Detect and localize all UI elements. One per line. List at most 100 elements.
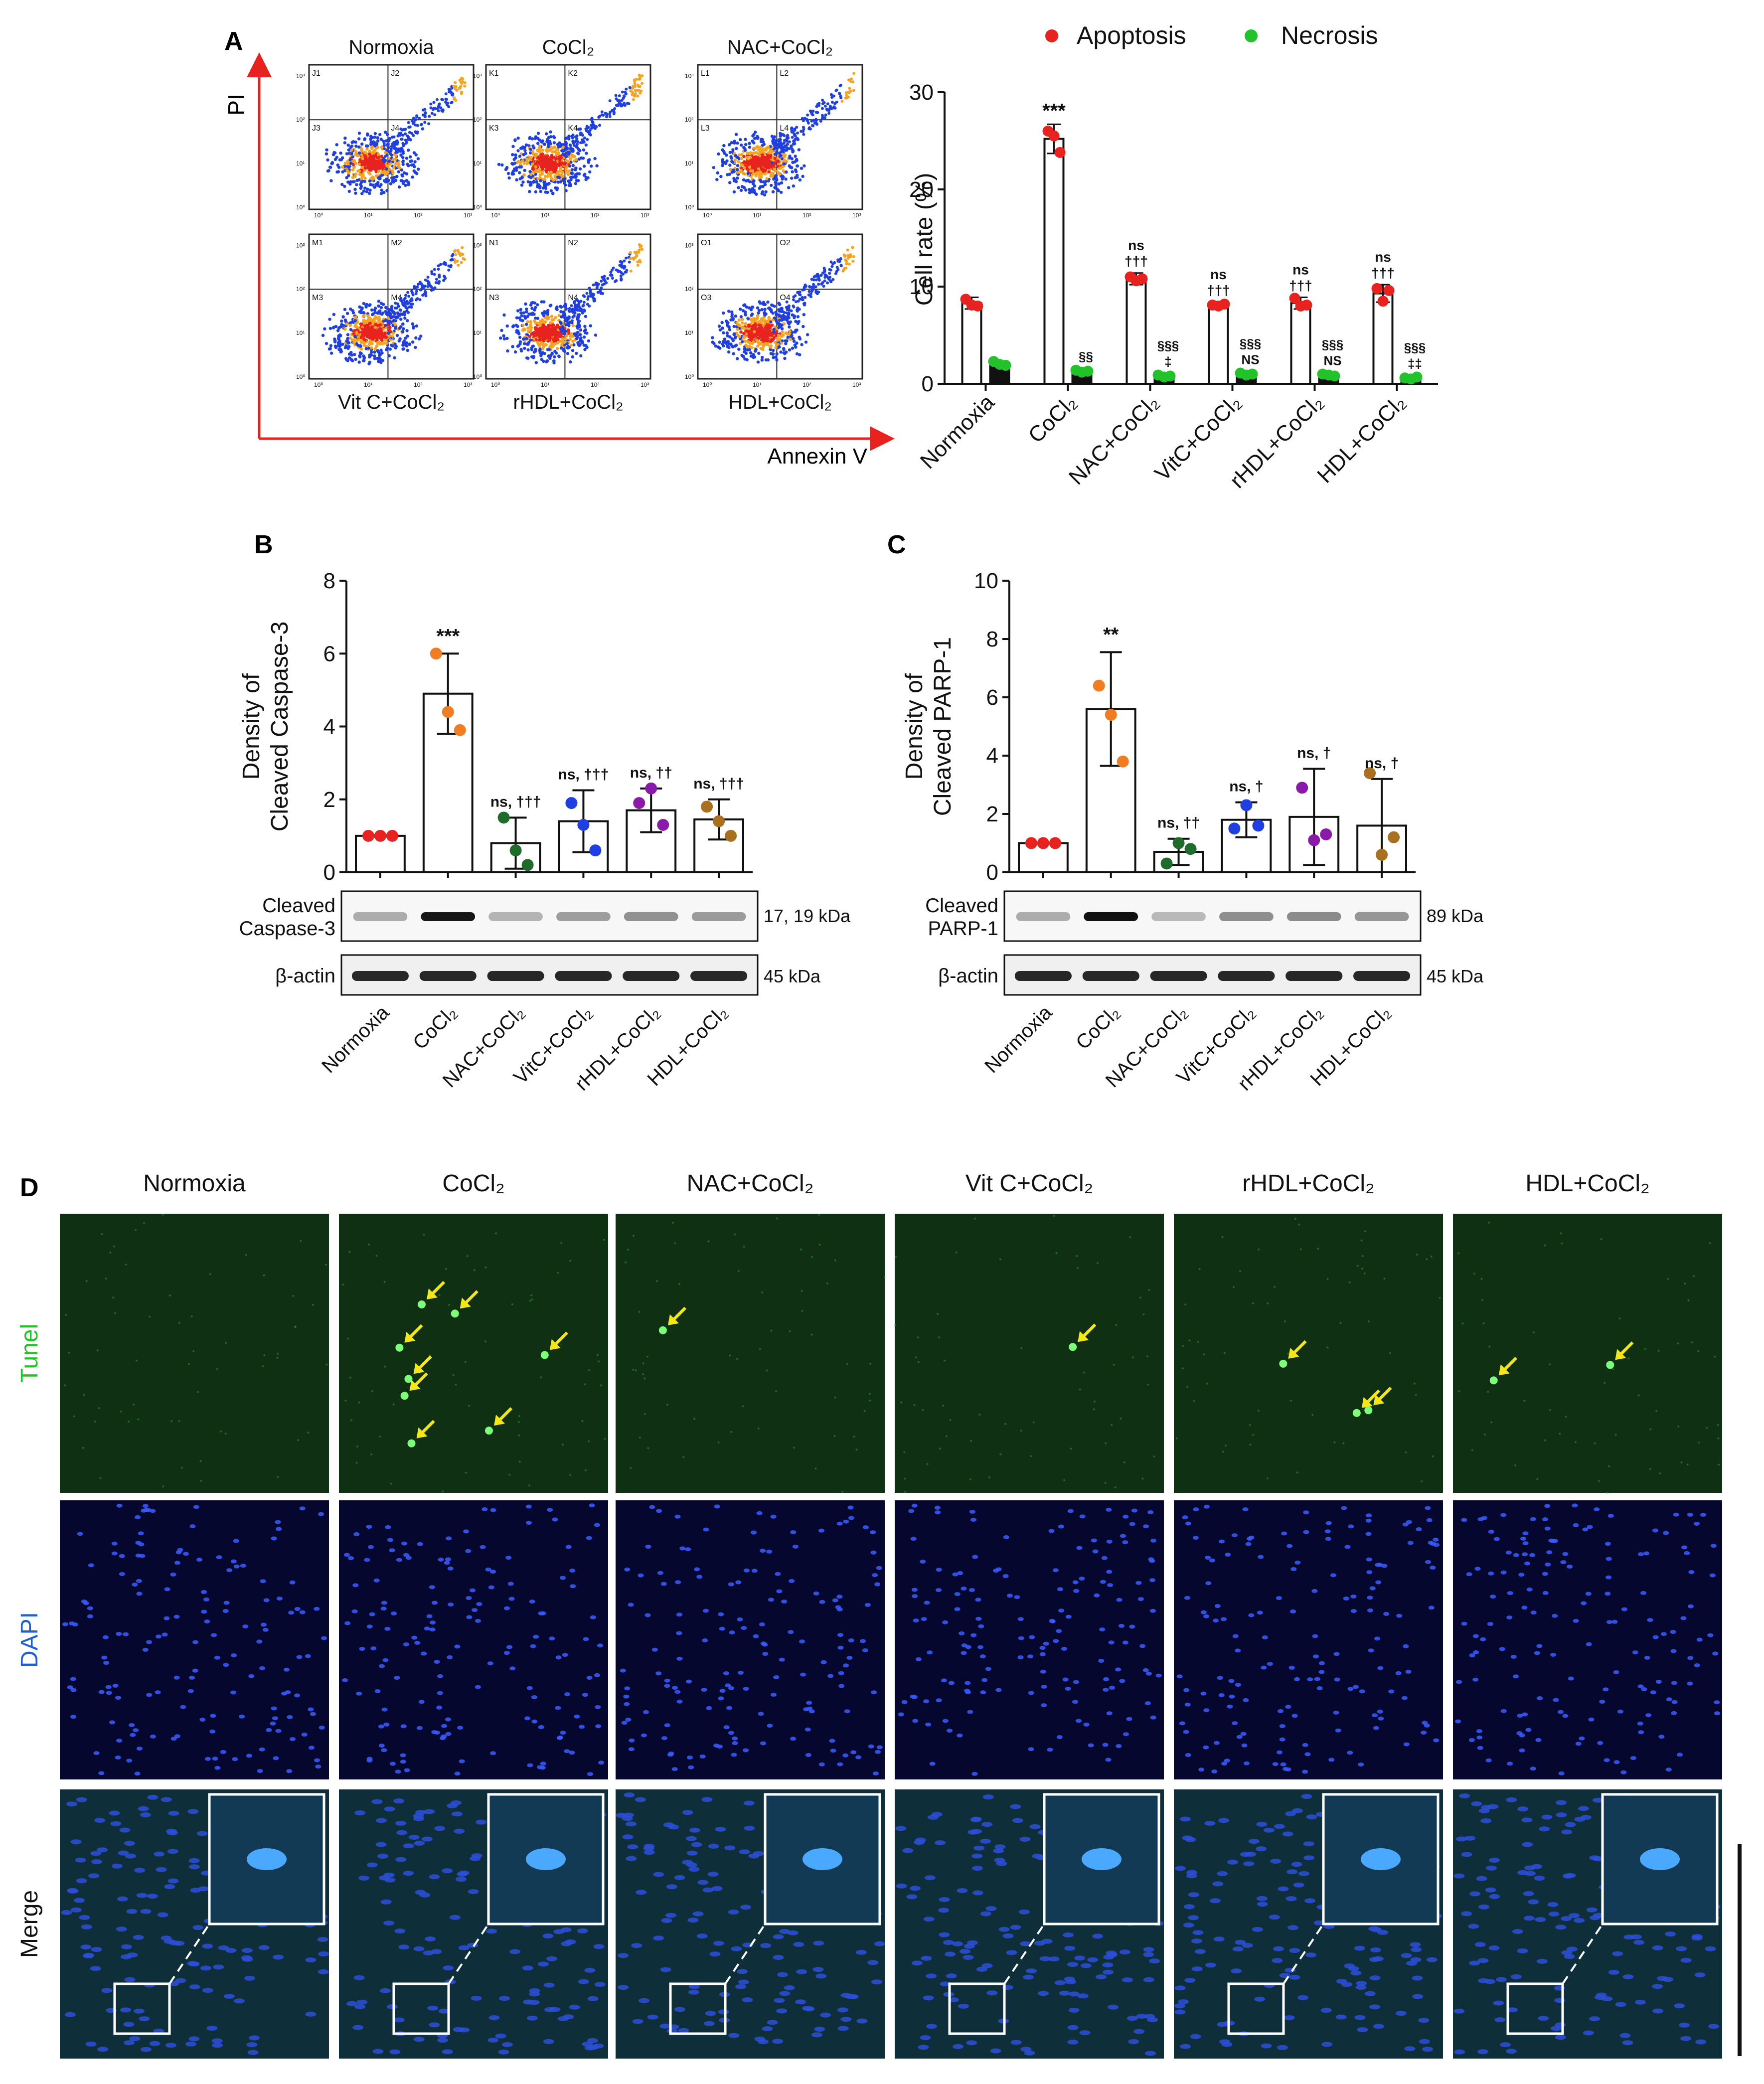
flow-event (558, 160, 562, 163)
flow-event (349, 161, 353, 165)
flow-event (722, 331, 725, 334)
flow-event (519, 318, 522, 322)
flow-event (555, 347, 559, 350)
flow-y-tick: 10³ (473, 72, 481, 79)
flow-event (725, 344, 729, 348)
quadrant-label: J1 (312, 69, 321, 78)
flow-event (597, 116, 601, 119)
flow-event (522, 327, 526, 331)
flow-event (550, 352, 554, 356)
flow-event (354, 191, 357, 195)
flow-event (578, 306, 581, 309)
flow-x-tick: 10² (802, 381, 811, 388)
flow-event (743, 166, 746, 169)
flow-event (561, 328, 565, 331)
flow-event (389, 182, 393, 185)
flow-event (354, 145, 358, 148)
panel-label-d: D (20, 1173, 39, 1202)
flow-event (545, 360, 548, 363)
flow-event (388, 308, 391, 312)
flow-event (550, 318, 554, 321)
quadrant-label: M3 (312, 294, 323, 302)
flow-event (376, 160, 380, 164)
flow-event (771, 161, 774, 164)
flow-event (582, 148, 586, 152)
flow-event (766, 145, 770, 149)
flow-event (747, 329, 751, 333)
flow-event (552, 141, 556, 145)
flow-event (561, 174, 564, 178)
flow-event (375, 335, 379, 339)
flow-event (557, 355, 561, 358)
flow-event (382, 341, 386, 345)
quadrant-label: K1 (489, 69, 499, 78)
flow-event (517, 332, 521, 335)
flow-event (502, 313, 506, 317)
flow-event (736, 141, 739, 145)
flow-event (736, 168, 739, 171)
flow-event (357, 132, 361, 135)
flow-event (625, 256, 628, 260)
flow-event (576, 179, 580, 182)
flow-event (433, 268, 436, 271)
flow-event (394, 319, 397, 322)
flow-event (399, 154, 403, 157)
flow-event (728, 181, 732, 184)
flow-event (359, 183, 362, 186)
flow-event (725, 154, 728, 157)
flow-event (735, 321, 739, 324)
flow-event (583, 172, 587, 176)
flow-event (791, 160, 795, 164)
flow-event (340, 156, 344, 160)
flow-x-tick: 10¹ (541, 212, 549, 219)
flow-event (578, 167, 582, 170)
flow-event (511, 345, 514, 348)
flow-event (463, 258, 466, 261)
flow-event (513, 161, 517, 165)
flow-event (401, 159, 405, 163)
flow-event (731, 345, 735, 349)
flow-event (371, 177, 375, 181)
flow-event (355, 339, 359, 342)
flow-event (391, 179, 394, 183)
flow-event (732, 324, 736, 328)
flow-event (534, 306, 537, 310)
flow-event (404, 132, 407, 136)
flow-event (794, 345, 798, 349)
flow-event (774, 311, 778, 314)
flow-event (737, 347, 741, 351)
flow-event (773, 316, 776, 320)
flow-event (780, 310, 783, 313)
flow-event (369, 135, 373, 138)
flow-event (351, 140, 355, 144)
flow-event (405, 300, 409, 303)
flow-event (817, 104, 821, 107)
flow-event (399, 299, 402, 302)
flow-event (576, 318, 579, 321)
flow-event (717, 152, 720, 156)
flow-event (406, 334, 409, 338)
flow-event (516, 309, 520, 313)
flow-event (387, 331, 390, 335)
flow-event (381, 333, 385, 337)
flow-x-tick: 10² (414, 381, 422, 388)
flow-event (551, 191, 555, 195)
flow-event (838, 257, 842, 261)
flow-event (830, 101, 834, 104)
flow-event (600, 286, 603, 290)
flow-event (366, 187, 369, 191)
flow-event (360, 327, 364, 331)
flow-event (763, 313, 767, 317)
flow-event (421, 285, 424, 289)
quadrant-label: O4 (780, 294, 790, 302)
flow-event (328, 326, 332, 330)
quadrant-label: M1 (312, 239, 323, 247)
flow-event (379, 348, 383, 352)
flow-event (348, 182, 352, 186)
flow-event (766, 358, 770, 362)
flow-event (347, 171, 350, 174)
flow-event (775, 352, 779, 355)
flow-event (762, 169, 765, 173)
flow-event (433, 113, 437, 117)
flow-event (399, 179, 403, 182)
